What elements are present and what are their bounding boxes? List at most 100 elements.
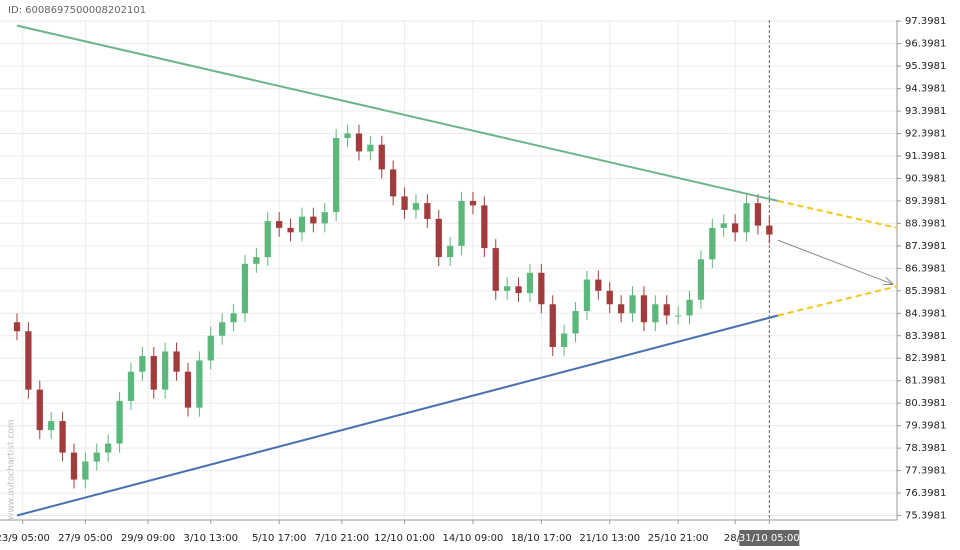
watermark: www.autochartist.com bbox=[7, 419, 17, 520]
candle-body bbox=[48, 421, 55, 431]
y-tick-label: 83.3981 bbox=[905, 331, 946, 342]
y-tick-label: 95.3981 bbox=[905, 61, 946, 72]
candle-body bbox=[253, 257, 260, 264]
y-tick-label: 75.3981 bbox=[905, 511, 946, 522]
candle-body bbox=[731, 223, 739, 233]
y-tick-label: 93.3981 bbox=[905, 106, 946, 117]
candle-body bbox=[82, 461, 89, 480]
candle-body bbox=[526, 272, 534, 294]
candle-body bbox=[481, 205, 488, 249]
candle-body bbox=[276, 221, 283, 228]
candle-body bbox=[640, 295, 648, 323]
y-tick-label: 84.3981 bbox=[905, 308, 946, 319]
candle-body bbox=[538, 272, 545, 305]
candle-body bbox=[447, 245, 454, 258]
y-tick-label: 76.3981 bbox=[905, 488, 946, 499]
candle-body bbox=[355, 133, 363, 152]
candle-body bbox=[424, 203, 431, 219]
candle-body bbox=[458, 200, 465, 246]
candle-body bbox=[595, 279, 602, 291]
candle-body bbox=[127, 371, 135, 401]
candle-body bbox=[367, 144, 374, 152]
candle-body bbox=[709, 227, 716, 260]
candle-body bbox=[686, 299, 693, 316]
forecast-arrow bbox=[777, 239, 893, 284]
y-tick-label: 87.3981 bbox=[905, 241, 946, 252]
trend-line bbox=[777, 285, 898, 317]
candle-body bbox=[196, 360, 203, 408]
candle-body bbox=[105, 443, 112, 453]
candle-body bbox=[492, 248, 499, 291]
candle-body bbox=[720, 223, 727, 228]
x-tick-label: 14/10 09:00 bbox=[443, 533, 504, 544]
x-tick-label: 12/10 01:00 bbox=[374, 533, 435, 544]
candle-body bbox=[697, 259, 705, 300]
candle-body bbox=[344, 133, 351, 138]
x-tick-label: 7/10 21:00 bbox=[315, 533, 369, 544]
candle-body bbox=[515, 286, 522, 294]
y-tick-label: 82.3981 bbox=[905, 353, 946, 364]
candle-body bbox=[310, 216, 317, 224]
y-tick-label: 81.3981 bbox=[905, 376, 946, 387]
candle-body bbox=[572, 311, 579, 334]
y-tick-label: 96.3981 bbox=[905, 39, 946, 50]
candle-body bbox=[150, 355, 157, 390]
candle-body bbox=[93, 452, 100, 462]
y-tick-label: 97.3981 bbox=[905, 16, 946, 27]
candle-body bbox=[162, 351, 169, 390]
candle-body bbox=[469, 200, 477, 206]
candle-body bbox=[583, 279, 591, 312]
candle-body bbox=[754, 203, 762, 226]
candle-body bbox=[184, 371, 192, 408]
y-tick-label: 90.3981 bbox=[905, 173, 946, 184]
candle-body bbox=[606, 290, 613, 305]
candle-body bbox=[321, 212, 328, 224]
candle-body bbox=[435, 218, 442, 258]
candle-body bbox=[412, 203, 420, 210]
y-tick-label: 78.3981 bbox=[905, 443, 946, 454]
candle-body bbox=[743, 203, 750, 233]
candle-body bbox=[652, 304, 659, 323]
x-cursor-label: 31/10 05:00 bbox=[739, 533, 800, 544]
y-tick-label: 89.3981 bbox=[905, 196, 946, 207]
y-tick-label: 88.3981 bbox=[905, 218, 946, 229]
candle-body bbox=[504, 286, 511, 291]
candle-body bbox=[36, 389, 43, 431]
trend-line bbox=[16, 314, 779, 517]
trend-line bbox=[777, 199, 898, 229]
x-tick-label: 5/10 17:00 bbox=[252, 533, 306, 544]
x-tick-label: 18/10 17:00 bbox=[511, 533, 572, 544]
candle-body bbox=[333, 137, 340, 213]
candle-body bbox=[675, 315, 682, 317]
candle-body bbox=[207, 335, 214, 361]
x-tick-label: 25/10 21:00 bbox=[648, 533, 709, 544]
candle-body bbox=[378, 144, 385, 170]
x-cursor-label-box bbox=[739, 530, 800, 546]
candle-body bbox=[766, 225, 773, 235]
x-tick-label: 29/9 09:00 bbox=[121, 533, 175, 544]
candle-body bbox=[629, 295, 636, 314]
candle-body bbox=[663, 304, 670, 316]
chart-id: ID: 6008697500008202101 bbox=[8, 5, 146, 16]
candle-body bbox=[230, 313, 237, 323]
candle-body bbox=[287, 227, 294, 233]
y-tick-label: 80.3981 bbox=[905, 398, 946, 409]
candle-body bbox=[139, 355, 146, 372]
candle-body bbox=[298, 216, 306, 233]
candle-body bbox=[116, 400, 123, 444]
candle-body bbox=[549, 304, 556, 347]
y-tick-label: 86.3981 bbox=[905, 263, 946, 274]
candle-body bbox=[25, 331, 32, 390]
x-tick-label: 3/10 13:00 bbox=[184, 533, 238, 544]
candle-body bbox=[618, 304, 625, 314]
candle-body bbox=[401, 196, 408, 210]
y-tick-label: 91.3981 bbox=[905, 151, 946, 162]
x-tick-label: 28/1 bbox=[724, 533, 746, 544]
candle-body bbox=[219, 322, 226, 336]
candle-body bbox=[390, 169, 397, 197]
candle-body bbox=[241, 263, 249, 314]
trend-line bbox=[16, 24, 779, 202]
candle-body bbox=[264, 221, 271, 258]
candle-body bbox=[173, 351, 180, 372]
